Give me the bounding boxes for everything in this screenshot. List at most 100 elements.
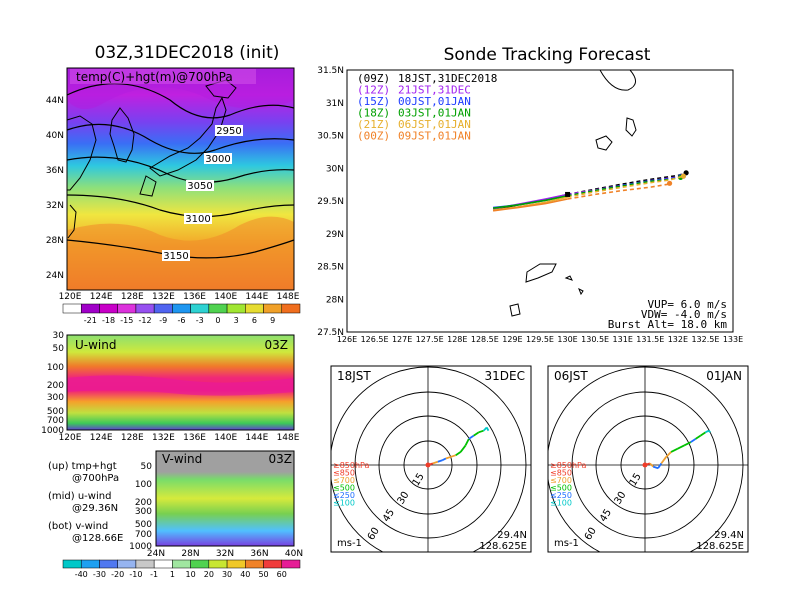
- temperature-colorbar: -21 -18 -15 -12 -9 -6 -3 0 3 6 9: [62, 303, 301, 325]
- wind-colorbar: -40 -30 -20 -10 -1 1 10 20 30 40 50 60: [62, 559, 301, 579]
- colorbar-tick-label: 3: [234, 316, 239, 325]
- wind-colorbar-tick-label: -1: [150, 570, 158, 579]
- hodograph-segment: [445, 455, 452, 460]
- wind-colorbar-swatch: [208, 559, 228, 569]
- map-x-tick-label: 120E: [59, 292, 82, 302]
- track-endpoint: [680, 173, 686, 179]
- track-x-tick-label: 126.5E: [361, 335, 389, 344]
- u-y-tick-label: 30: [53, 331, 65, 341]
- track-x-tick-label: 131.5E: [636, 335, 664, 344]
- legend-key: (21Z): [357, 118, 390, 131]
- location-lat: 29.4N: [714, 530, 744, 541]
- track-y-tick-label: 31N: [326, 99, 344, 109]
- hodograph-segment: [464, 438, 470, 446]
- right-panel-title: Sonde Tracking Forecast: [444, 45, 651, 65]
- hodograph-segment: [437, 459, 443, 463]
- u-y-tick-label: 50: [53, 344, 65, 354]
- colorbar-tick-label: 0: [215, 316, 220, 325]
- track-legend: (09Z) 18JST,31DEC2018 (12Z) 21JST,31DEC (15Z…: [357, 72, 497, 143]
- colorbar-tick-label: -12: [138, 316, 151, 325]
- wind-colorbar-swatch: [80, 559, 100, 569]
- legend-text: 18JST,31DEC2018: [398, 72, 497, 85]
- speed-unit: ms-1: [554, 538, 579, 549]
- wind-colorbar-swatch: [135, 559, 155, 569]
- v-y-tick-label: 100: [135, 480, 152, 490]
- wind-colorbar-tick-label: 1: [170, 570, 175, 579]
- colorbar-swatch: [190, 303, 210, 314]
- track-x-tick-label: 131E: [613, 335, 633, 344]
- track-panel: 31.5N 31N 30.5N 30N 29.5N 29N 28.5N 28N 27.5N 12…: [317, 66, 743, 344]
- pressure-level-label: ≤500: [550, 484, 572, 493]
- wind-colorbar-tick-label: 10: [186, 570, 196, 579]
- u-y-tick-label: 200: [47, 381, 64, 391]
- track-x-tick-label: 133E: [723, 335, 743, 344]
- v-wind-time: 03Z: [269, 452, 293, 466]
- pressure-level-label: ≥850hPa: [333, 461, 370, 470]
- legend-text: 21JST,31DEC: [398, 84, 471, 97]
- legend-key: (15Z): [357, 95, 390, 108]
- hodograph-segment: [442, 457, 447, 461]
- legend-key: (00Z): [357, 130, 390, 143]
- colorbar-swatch: [172, 303, 191, 314]
- u-wind-label: U-wind: [75, 338, 116, 352]
- hodograph-segment: [708, 430, 711, 433]
- wind-colorbar-swatch: [172, 559, 191, 569]
- left-panel-title: 03Z,31DEC2018 (init): [95, 43, 280, 63]
- v-x-tick-label: 36N: [250, 549, 268, 559]
- contour-label-2950: 2950: [216, 126, 241, 137]
- v-y-tick-label: 500: [135, 520, 152, 530]
- track-y-tick-label: 30.5N: [317, 132, 344, 142]
- map-x-tick-label: 140E: [214, 292, 237, 302]
- hodograph-segment: [660, 456, 667, 464]
- v-y-tick-label: 700: [135, 530, 152, 540]
- wind-colorbar-swatch: [62, 559, 82, 569]
- legend-text: 03JST,01JAN: [398, 107, 471, 120]
- track-x-tick-label: 132.5E: [691, 335, 719, 344]
- track-x-tick-label: 129.5E: [526, 335, 554, 344]
- pressure-level-label: ≤250: [333, 491, 355, 500]
- wind-colorbar-tick-label: 30: [222, 570, 232, 579]
- pressure-level-label: ≤700: [550, 476, 572, 485]
- track-endpoint: [666, 180, 673, 186]
- hodograph-date: 31DEC: [485, 369, 525, 383]
- wind-colorbar-swatch: [117, 559, 137, 569]
- track-y-tick-label: 28N: [326, 295, 344, 305]
- contour-labels: 2950 3000 3050 3100 3150: [162, 125, 243, 262]
- note-up-2: @700hPa: [72, 473, 119, 484]
- legend-text: 00JST,01JAN: [398, 95, 471, 108]
- legend-key: (12Z): [357, 84, 390, 97]
- track-line-solid: [492, 195, 568, 209]
- hodograph-time: 18JST: [337, 369, 371, 383]
- pressure-level-label: ≤250: [550, 491, 572, 500]
- hodograph-origin: [642, 462, 648, 468]
- wind-colorbar-tick-label: 50: [258, 570, 268, 579]
- param-vdw: VDW= -4.0 m/s: [641, 308, 727, 321]
- track-y-tick-label: 31.5N: [317, 66, 344, 76]
- u-wind-time: 03Z: [265, 338, 289, 352]
- note-up-1: (up) tmp+hgt: [48, 461, 117, 472]
- hodograph-segment: [657, 462, 663, 469]
- u-y-tick-label: 500: [47, 407, 64, 417]
- track-line-dashed: [567, 175, 684, 198]
- u-x-tick-label: 120E: [59, 433, 82, 443]
- wind-colorbar-swatch: [263, 559, 283, 569]
- u-x-tick-label: 140E: [214, 433, 237, 443]
- map-x-tick-label: 144E: [245, 292, 268, 302]
- wind-colorbar-swatch: [190, 559, 210, 569]
- track-params: VUP= 6.0 m/s VDW= -4.0 m/s Burst Alt= 18…: [608, 298, 728, 331]
- legend-key: (18Z): [357, 107, 390, 120]
- u-x-tick-label: 128E: [121, 433, 144, 443]
- colorbar-swatch: [80, 303, 100, 314]
- pressure-level-label: ≤850: [550, 469, 572, 478]
- v-wind-x-axis: 24N 28N 32N 36N 40N: [147, 549, 303, 559]
- map-x-tick-label: 136E: [183, 292, 206, 302]
- map-x-tick-label: 124E: [90, 292, 113, 302]
- hodograph-segment: [473, 431, 480, 437]
- colorbar-swatch: [281, 303, 301, 314]
- note-mid-2: @29.36N: [72, 503, 118, 514]
- v-x-tick-label: 40N: [285, 549, 303, 559]
- hodograph-segment: [468, 434, 475, 440]
- map-x-tick-label: 128E: [121, 292, 144, 302]
